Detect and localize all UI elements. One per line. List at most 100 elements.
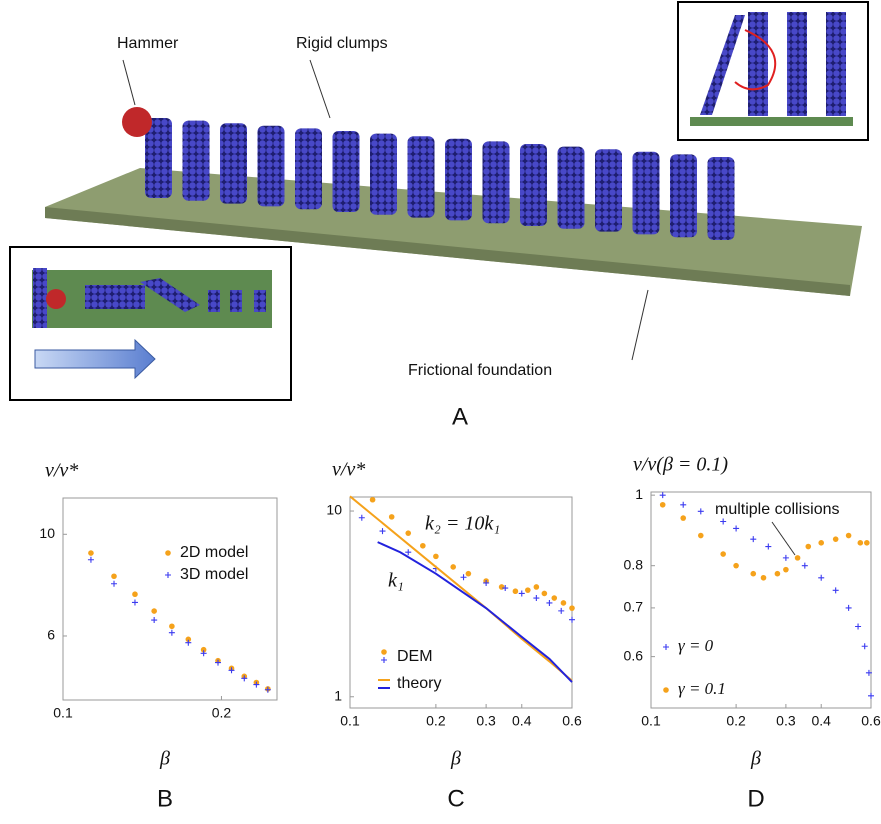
point [132,591,138,598]
inset-clump [85,285,145,309]
point [379,528,386,535]
point [697,508,704,515]
x-tick-label: 0.3 [476,713,496,729]
point [733,562,739,569]
point [794,555,801,561]
legend-label: theory [397,675,441,692]
clump [220,123,247,204]
clump [595,149,622,232]
point [733,525,740,532]
inset-ground [690,117,853,126]
panel-label: D [747,785,764,812]
point [151,608,157,614]
point [111,573,117,580]
inset-clump [787,12,807,116]
annotation: multiple collisions [715,501,840,518]
point [369,496,376,503]
point [845,532,852,539]
point [560,600,567,606]
x-tick-label: 0.6 [562,713,582,729]
panel-label: A [452,403,468,430]
point [165,550,171,556]
point [750,570,757,577]
clump [520,144,547,226]
point [663,644,669,650]
y-tick-label: 0.7 [624,599,644,615]
point [185,639,192,646]
plot-frame [650,491,872,709]
x-axis-label: β [159,748,170,770]
illustration: Hammer Rigid clumps Frictional foundatio… [9,1,869,430]
point [569,605,575,611]
point [818,540,825,546]
x-tick-label: 0.1 [340,713,360,729]
point [264,686,271,693]
point [546,599,553,606]
annotation-arrow [771,521,796,556]
point [215,659,222,666]
point [765,543,772,550]
point [659,492,666,499]
point [131,599,138,606]
point [525,587,531,593]
point [868,692,874,699]
point [533,595,540,602]
point [388,514,395,520]
leader [309,59,331,119]
y-tick-label: 1 [334,687,342,703]
label: Frictional foundation [408,362,552,379]
point [200,650,207,657]
point [200,646,207,653]
y-axis-label: v/v(β = 0.1) [633,454,728,476]
clump [670,154,697,238]
x-tick-label: 0.3 [776,713,796,729]
point [855,623,862,630]
point [697,532,704,539]
point [241,675,248,682]
clump [482,141,510,224]
point [659,501,666,508]
point [169,623,175,630]
point [253,681,260,688]
x-tick-label: 0.2 [726,713,746,729]
point [680,515,687,521]
point [512,588,519,595]
inset-clump [208,290,220,312]
point [805,543,812,550]
x-tick-label: 0.2 [212,705,232,721]
y-tick-label: 0.8 [624,556,644,572]
point [832,587,839,594]
plot-frame [349,496,573,709]
x-tick-label: 0.1 [641,713,661,729]
legend-label: DEM [397,648,433,665]
legend-label: γ = 0 [678,636,714,655]
legend-label: 3D model [180,566,248,583]
clump [445,138,472,221]
clump [257,125,285,207]
point [783,566,789,573]
legend-label: 2D model [180,544,248,561]
label: Rigid clumps [296,35,388,52]
rotation-arrow [734,29,777,91]
clump [182,120,210,201]
x-axis-label: β [750,748,761,770]
hammer [46,289,66,309]
point [498,584,505,590]
point [720,518,727,525]
point [845,604,852,611]
clump [707,157,735,240]
point [857,540,864,546]
direction-arrow [34,338,156,380]
x-tick-label: 0.6 [861,713,881,729]
hammer [122,107,152,137]
point [832,536,839,542]
point [151,617,158,624]
point [533,584,540,590]
inset-clump [826,12,846,116]
point [569,616,575,623]
point [381,657,387,663]
point [750,536,757,543]
inset-clump [140,278,200,312]
